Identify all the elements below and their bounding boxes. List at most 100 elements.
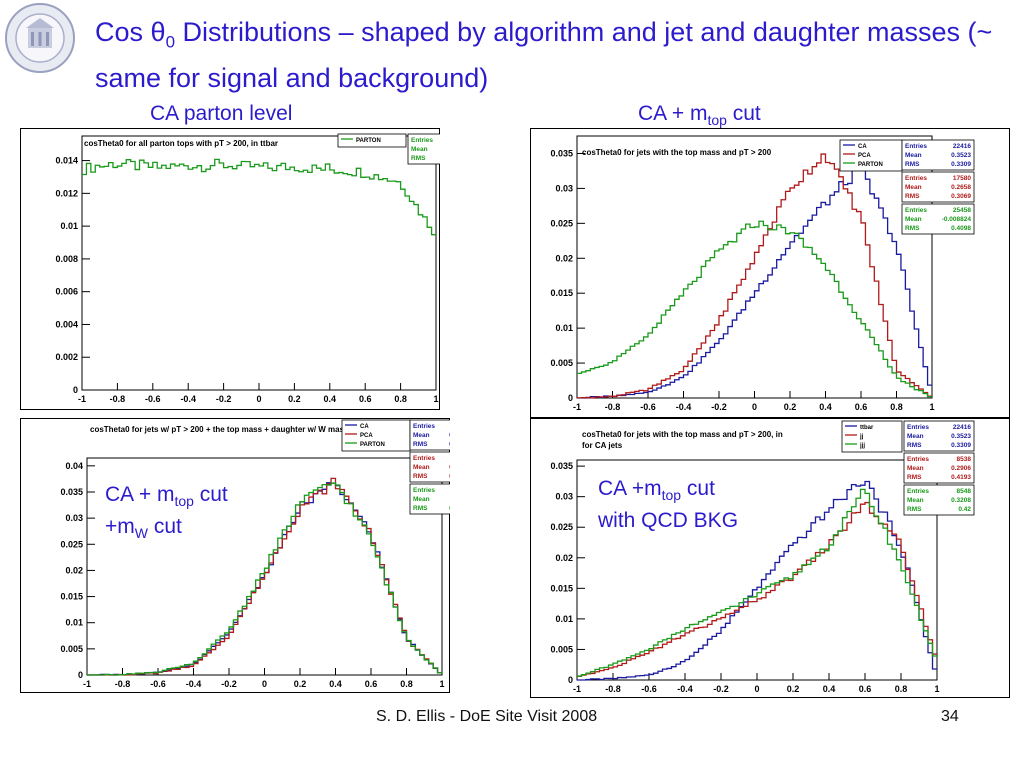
chart-title: cosTheta0 for all parton tops with pT > …	[84, 139, 278, 148]
x-tick-label: 0.8	[895, 684, 908, 694]
x-tick-label: 0.8	[394, 394, 407, 404]
y-tick-label: 0.005	[550, 358, 573, 368]
x-tick-label: -0.2	[713, 684, 729, 694]
plot-area	[86, 457, 443, 676]
x-tick-label: -1	[573, 402, 581, 412]
stats-label: Entries	[905, 143, 927, 150]
x-tick-label: 0	[754, 684, 759, 694]
y-tick-label: 0.035	[550, 148, 573, 158]
chart-panel-3: cosTheta0 for jets w/ pT > 200 + the top…	[20, 418, 450, 693]
x-tick-label: 0	[256, 394, 261, 404]
y-tick-label: 0.03	[555, 492, 573, 502]
stats-label: Entries	[905, 175, 927, 182]
chart-panel-1: cosTheta0 for all parton tops with pT > …	[20, 128, 440, 410]
plot-area	[576, 135, 933, 399]
stats-box: Entries 8538 Mean 0.2906 RMS 0.4193	[903, 452, 975, 484]
university-seal-logo	[5, 3, 75, 73]
y-tick-label: 0.03	[555, 183, 573, 193]
y-tick-label: 0.005	[60, 644, 83, 654]
x-tick-label: 0.4	[819, 402, 832, 412]
caption-ca-mtop-qcd: CA +mtop cut with QCD BKG	[598, 477, 739, 533]
stats-frame	[903, 420, 975, 452]
caption-ca-parton: CA parton level	[150, 102, 293, 125]
legend-label: PARTON	[858, 162, 883, 168]
stats-label: Mean	[907, 465, 924, 472]
stats-label: Entries	[411, 137, 433, 144]
x-tick-label: 0.6	[359, 394, 372, 404]
y-tick-label: 0.025	[60, 539, 83, 549]
y-tick-label: 0	[73, 385, 78, 395]
stats-box: Entries8571Mean0.272RMS0.2793	[409, 483, 450, 515]
x-tick-label: -0.2	[221, 679, 237, 689]
legend-label: jjj	[859, 443, 865, 449]
stats-box: Entries5743Mean0.2878RMS0.2717	[409, 451, 450, 483]
y-tick-label: 0.02	[65, 565, 83, 575]
stats-box: Entries 25458 Mean -0.008824 RMS 0.4098	[901, 203, 975, 235]
legend-label: PCA	[858, 153, 871, 159]
stats-value: 0.4098	[951, 225, 971, 232]
stats-label: Entries	[907, 424, 929, 431]
y-tick-label: 0.015	[550, 583, 573, 593]
stats-label: Entries	[907, 456, 929, 463]
stats-label: Mean	[905, 216, 922, 223]
plot-area	[81, 135, 437, 391]
stats-value: 0.3208	[951, 497, 971, 504]
y-tick-label: 0.01	[555, 614, 573, 624]
series-line-parton	[577, 220, 932, 398]
stats-label: Entries	[905, 207, 927, 214]
stats-value: 0.3309	[951, 161, 971, 168]
series-line-parton	[87, 482, 442, 676]
series-line-ttbar	[577, 480, 937, 681]
y-tick-label: 0.035	[60, 487, 83, 497]
chart-title: cosTheta0 for jets with the top mass and…	[582, 430, 783, 439]
y-tick-label: 0.01	[555, 323, 573, 333]
stats-label: Entries	[413, 455, 435, 462]
x-tick-label: -0.4	[677, 684, 693, 694]
stats-label: RMS	[411, 155, 426, 162]
stats-value: 0.3523	[951, 152, 971, 159]
stats-value: 22416	[953, 143, 971, 150]
stats-frame	[409, 451, 450, 483]
x-tick-label: 1	[934, 684, 939, 694]
stats-value: 0.2658	[951, 184, 971, 191]
x-tick-label: 0.8	[890, 402, 903, 412]
legend-frame	[337, 133, 407, 148]
stats-label: RMS	[907, 474, 922, 481]
stats-value: 0.42	[958, 506, 971, 513]
chart-panel-2: cosTheta0 for jets with the top mass and…	[530, 128, 1010, 418]
stats-value: 0.2793	[449, 505, 450, 512]
stats-label: RMS	[905, 225, 920, 232]
y-tick-label: 0	[568, 393, 573, 403]
x-tick-label: -0.6	[640, 402, 656, 412]
stats-value: -0.008824	[942, 216, 972, 223]
stats-value: 0.3309	[951, 442, 971, 449]
x-tick-label: 0.6	[855, 402, 868, 412]
plot-area	[576, 459, 938, 681]
y-tick-label: 0.012	[55, 188, 78, 198]
stats-value: 0.3069	[951, 193, 971, 200]
x-tick-label: -0.2	[216, 394, 232, 404]
series-line-ca	[577, 163, 932, 399]
x-tick-label: -0.8	[605, 684, 621, 694]
stats-box: Entries 17580 Mean 0.2658 RMS 0.3069	[901, 171, 975, 203]
legend-box: CA PCA PARTON	[341, 419, 411, 452]
x-tick-label: -0.6	[150, 679, 166, 689]
stats-box: Entries 22416 Mean 0.3523 RMS 0.3309	[903, 420, 975, 452]
series-line-pca	[577, 153, 932, 399]
x-tick-label: 0.6	[859, 684, 872, 694]
caption-ca-mtop: CA + mtop cut	[638, 102, 761, 129]
page-number: 34	[941, 708, 959, 725]
chart-panel-4: cosTheta0 for jets with the top mass and…	[530, 418, 1010, 698]
stats-label: RMS	[413, 441, 428, 448]
stats-box: Entries4572Mean0.2884RMS0.2806	[409, 419, 450, 451]
stats-value: 0.2878	[449, 464, 450, 471]
x-tick-label: -1	[83, 679, 91, 689]
x-tick-label: 0.6	[365, 679, 378, 689]
stats-label: RMS	[905, 161, 920, 168]
legend-label: CA	[858, 144, 867, 150]
stats-frame	[901, 171, 975, 203]
x-tick-label: -0.4	[180, 394, 196, 404]
y-tick-label: 0	[78, 670, 83, 680]
y-tick-label: 0.015	[550, 288, 573, 298]
chart-title-line2: for CA jets	[582, 441, 623, 450]
